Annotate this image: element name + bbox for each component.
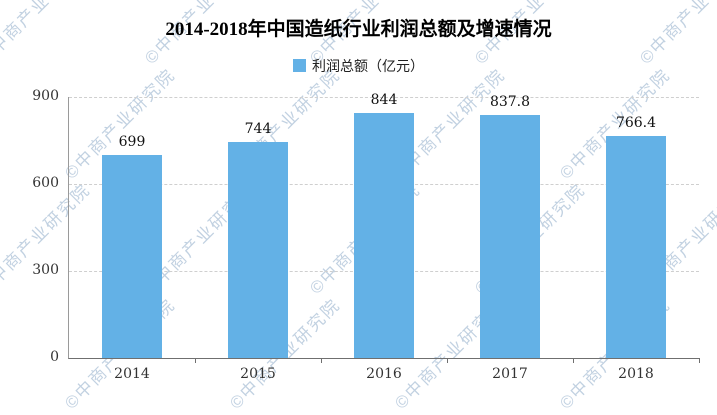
plot-area: 0 300 600 900 699 2014 744 2015 844 2016 837.8 2017… (32, 88, 700, 382)
legend-swatch-icon (293, 59, 306, 72)
y-axis-tick-label: 900 (32, 88, 59, 104)
gridline (69, 97, 699, 98)
bar-2018 (606, 135, 666, 358)
x-axis-tick (321, 358, 322, 363)
y-axis-tick-label: 0 (50, 349, 59, 365)
bar-2014 (102, 155, 162, 358)
x-axis-tick-label: 2017 (492, 366, 528, 382)
x-axis-tick-label: 2016 (366, 366, 402, 382)
bar-2015 (228, 142, 288, 358)
y-axis-tick-label: 600 (32, 175, 59, 191)
x-axis-tick-label: 2018 (618, 366, 654, 382)
x-axis-tick (447, 358, 448, 363)
bar-value-label: 837.8 (489, 94, 531, 111)
bar-2017 (480, 115, 540, 358)
bar-value-label: 766.4 (615, 114, 657, 131)
y-axis-tick-label: 300 (32, 262, 59, 278)
x-axis-tick-label: 2015 (240, 366, 276, 382)
bar-value-label: 699 (118, 134, 146, 151)
bar-2016 (354, 113, 414, 358)
x-axis-tick-label: 2014 (114, 366, 150, 382)
x-axis-tick (699, 358, 700, 363)
x-axis-tick (195, 358, 196, 363)
bar-value-label: 844 (370, 92, 398, 109)
legend-label: 利润总额（亿元） (312, 58, 424, 74)
bar-value-label: 744 (244, 121, 272, 138)
legend: 利润总额（亿元） (0, 56, 717, 76)
x-axis-tick (573, 358, 574, 363)
chart-title: 2014-2018年中国造纸行业利润总额及增速情况 (165, 19, 552, 40)
